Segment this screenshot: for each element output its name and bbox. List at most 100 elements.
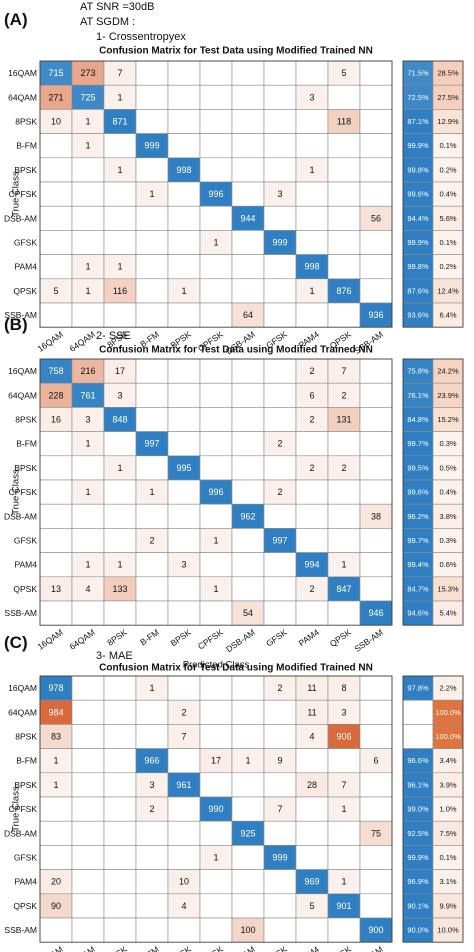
row-summary-pos: 96.9% — [407, 877, 429, 886]
matrix-cell — [359, 431, 393, 457]
matrix-cell — [103, 133, 137, 159]
matrix-cell — [199, 724, 233, 749]
matrix-cell — [327, 917, 361, 943]
matrix-cell — [327, 869, 361, 895]
matrix-cell — [263, 820, 297, 846]
cell-value: 1 — [341, 877, 346, 887]
cell-value: 1 — [149, 189, 154, 199]
matrix-cell — [135, 302, 169, 328]
row-label: 64QAM — [8, 707, 37, 717]
row-summary-neg-cell — [432, 917, 464, 943]
row-summary-pos: 93.6% — [407, 311, 429, 320]
row-summary-neg: 0.2% — [439, 262, 456, 271]
row-summary-pos: 76.1% — [407, 391, 429, 400]
col-label: PAM4 — [297, 944, 321, 952]
cell-value: 3 — [341, 707, 346, 717]
matrix-cell — [295, 230, 329, 255]
matrix-cell — [103, 552, 137, 578]
row-summary-pos: 99.8% — [407, 262, 429, 271]
row-summary-pos-cell — [402, 407, 434, 432]
col-label: SSB-AM — [352, 627, 384, 654]
matrix-cell — [231, 109, 265, 134]
matrix-cell — [295, 358, 329, 384]
matrix-cell — [295, 278, 329, 304]
cell-value: 2 — [277, 439, 282, 449]
matrix-cell — [39, 724, 73, 749]
row-summary-pos: 99.9% — [407, 853, 429, 862]
matrix-cell — [263, 724, 297, 749]
col-label: CPFSK — [196, 944, 225, 952]
row-summary-pos: 75.8% — [407, 367, 429, 376]
row-summary-pos-cell — [402, 382, 434, 408]
matrix-cell — [199, 382, 233, 408]
cell-value: 1 — [149, 683, 154, 693]
matrix-cell — [295, 84, 329, 110]
matrix-cell — [135, 230, 169, 255]
matrix-cell — [295, 772, 329, 798]
row-summary-neg: 9.9% — [439, 901, 456, 910]
cell-value: 7 — [117, 68, 122, 78]
matrix-cell — [231, 845, 265, 870]
cell-value: 1 — [213, 584, 218, 594]
row-label: GFSK — [14, 853, 37, 863]
cell-value: 28 — [307, 780, 317, 790]
matrix-cell — [167, 675, 201, 701]
matrix-cell — [167, 278, 201, 304]
matrix-cell — [199, 205, 233, 231]
matrix-cell — [327, 407, 361, 432]
cell-value: 3 — [277, 189, 282, 199]
row-summary-pos: 90.0% — [407, 926, 429, 935]
matrix-cell — [327, 302, 361, 328]
matrix-cell — [231, 407, 265, 432]
matrix-cell — [167, 157, 201, 183]
row-label: B-FM — [16, 756, 37, 766]
matrix-cell — [231, 820, 265, 846]
cell-value: 1 — [85, 286, 90, 296]
cell-value: 2 — [181, 707, 186, 717]
matrix-cell — [359, 302, 393, 328]
matrix-cell — [295, 254, 329, 280]
matrix-cell — [103, 503, 137, 529]
matrix-cell — [199, 869, 233, 895]
cell-value: 1 — [341, 560, 346, 570]
matrix-cell — [231, 576, 265, 602]
row-summary-pos-cell — [402, 109, 434, 134]
row-label: 8PSK — [15, 732, 37, 742]
row-summary-pos: 87.6% — [407, 286, 429, 295]
row-label: BPSK — [14, 165, 37, 175]
matrix-cell — [359, 84, 393, 110]
matrix-cell — [39, 796, 73, 822]
matrix-cell — [167, 133, 201, 159]
matrix-cell — [263, 845, 297, 870]
matrix-cell — [199, 278, 233, 304]
matrix-cell — [135, 893, 169, 919]
matrix-cell — [327, 382, 361, 408]
matrix-cell — [231, 724, 265, 749]
matrix-cell — [167, 820, 201, 846]
matrix-cell — [103, 845, 137, 870]
matrix-cell — [359, 60, 393, 86]
matrix-cell — [295, 133, 329, 159]
row-summary-pos: 92.5% — [407, 829, 429, 838]
row-summary-pos: 96.6% — [407, 756, 429, 765]
row-summary-neg: 0.3% — [439, 439, 456, 448]
row-label: B-FM — [16, 439, 37, 449]
matrix-cell — [231, 893, 265, 919]
matrix-cell — [167, 230, 201, 255]
col-label: 64QAM — [68, 627, 97, 652]
matrix-cell — [327, 748, 361, 774]
matrix-cell — [359, 230, 393, 255]
matrix-cell — [103, 431, 137, 457]
matrix-cell — [327, 724, 361, 749]
matrix-cell — [103, 893, 137, 919]
matrix-cell — [359, 724, 393, 749]
row-label: PAM4 — [14, 560, 37, 570]
cell-value: 2 — [309, 463, 314, 473]
matrix-cell — [327, 109, 361, 134]
matrix-cell — [71, 382, 105, 408]
cell-value: 7 — [277, 804, 282, 814]
matrix-cell — [231, 675, 265, 701]
matrix-cell — [295, 109, 329, 134]
matrix-cell — [359, 479, 393, 505]
cell-value: 1 — [85, 141, 90, 151]
